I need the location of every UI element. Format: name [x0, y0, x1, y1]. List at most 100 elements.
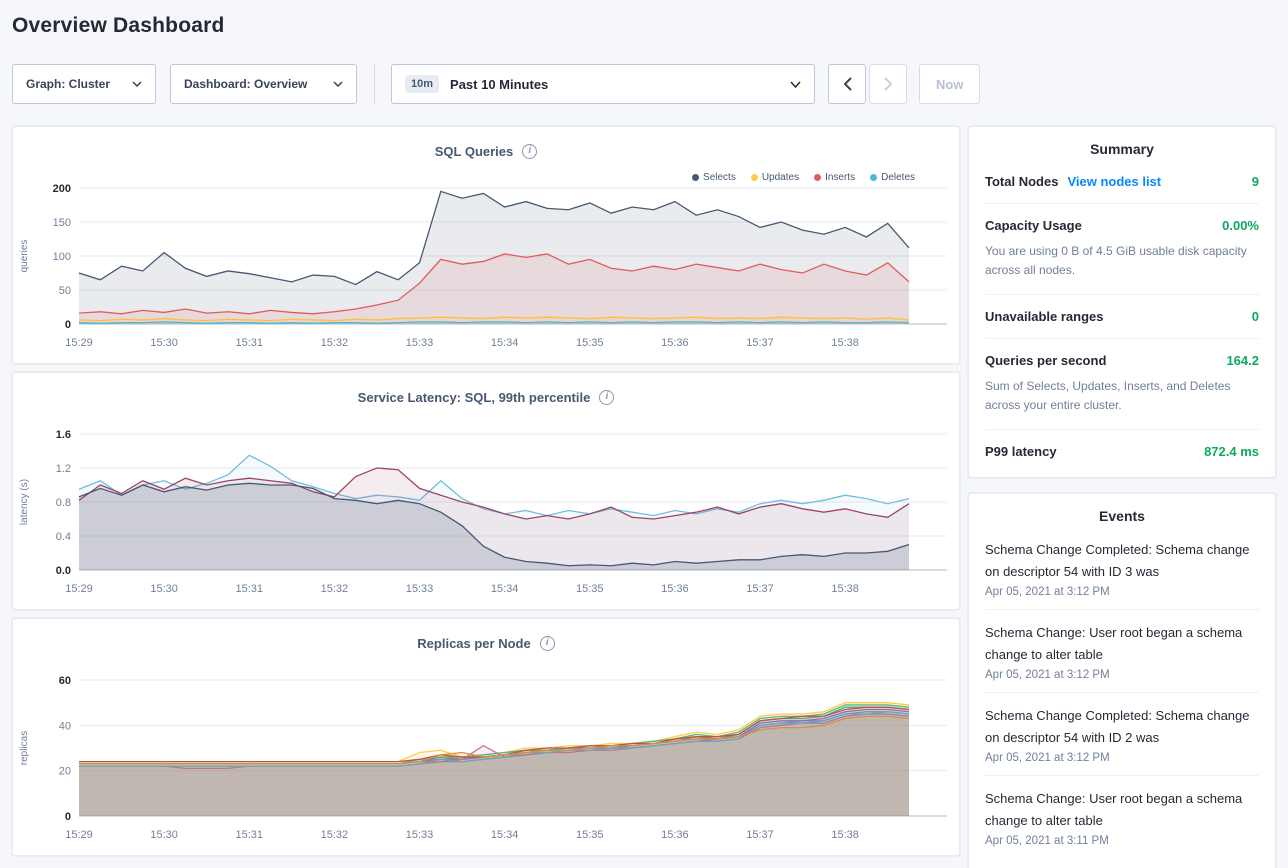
summary-value: 872.4 ms [1204, 444, 1259, 459]
time-prev-button[interactable] [828, 64, 866, 104]
svg-text:15:37: 15:37 [746, 829, 774, 841]
summary-row-queries-per-second: Queries per second 164.2 Sum of Selects,… [985, 339, 1259, 430]
legend-item[interactable]: Deletes [870, 172, 915, 183]
svg-text:15:33: 15:33 [406, 829, 434, 841]
svg-text:latency (s): latency (s) [19, 479, 30, 525]
legend-dot-icon [814, 173, 822, 181]
toolbar-divider [374, 64, 375, 104]
svg-text:100: 100 [53, 251, 71, 263]
replicas-per-node-card: Replicas per Node i 0 20 40 60 15:29 15:30 15:… [12, 618, 960, 856]
event-timestamp: Apr 05, 2021 at 3:12 PM [985, 669, 1110, 681]
summary-label: Capacity Usage [985, 218, 1082, 233]
info-icon[interactable]: i [599, 389, 615, 405]
sql-queries-card: SQL Queries i Selects Updates Inserts Delet… [12, 126, 960, 364]
svg-text:0: 0 [65, 811, 71, 823]
event-item: Schema Change Completed: Schema change o… [985, 527, 1259, 610]
svg-text:15:36: 15:36 [661, 337, 689, 349]
time-range-badge: 10m [405, 75, 440, 93]
legend-dot-icon [750, 173, 758, 181]
svg-text:200: 200 [53, 183, 71, 195]
svg-text:15:35: 15:35 [576, 829, 604, 841]
event-text: Schema Change: User root began a schema … [985, 625, 1243, 662]
chevron-down-icon [790, 80, 801, 88]
legend-item[interactable]: Updates [750, 172, 800, 183]
summary-label: Total Nodes [985, 174, 1059, 189]
time-range-picker[interactable]: 10m Past 10 Minutes [391, 64, 815, 104]
graph-dropdown[interactable]: Graph: Cluster [12, 64, 156, 104]
svg-text:150: 150 [53, 217, 71, 229]
event-item: Schema Change: User root began a schema … [985, 776, 1259, 858]
svg-text:15:31: 15:31 [235, 583, 263, 595]
svg-text:0: 0 [65, 319, 71, 331]
svg-text:15:36: 15:36 [661, 583, 689, 595]
chart-header: SQL Queries i [13, 141, 959, 161]
charts-column: SQL Queries i Selects Updates Inserts Delet… [12, 126, 960, 856]
summary-row-total-nodes: Total Nodes View nodes list 9 [985, 160, 1259, 204]
svg-text:1.6: 1.6 [56, 429, 71, 441]
summary-description: Sum of Selects, Updates, Inserts, and De… [985, 379, 1231, 412]
summary-row-unavailable-ranges: Unavailable ranges 0 [985, 295, 1259, 339]
summary-label: P99 latency [985, 444, 1057, 459]
svg-text:15:32: 15:32 [321, 337, 349, 349]
svg-text:15:30: 15:30 [150, 829, 178, 841]
svg-text:15:29: 15:29 [65, 337, 93, 349]
event-text: Schema Change Completed: Schema change o… [985, 708, 1250, 745]
svg-text:15:34: 15:34 [491, 583, 519, 595]
chart-title: SQL Queries [434, 143, 514, 159]
svg-text:15:29: 15:29 [65, 829, 93, 841]
svg-text:15:32: 15:32 [321, 829, 349, 841]
legend-dot-icon [870, 173, 878, 181]
legend-item[interactable]: Selects [692, 172, 736, 183]
svg-text:0.4: 0.4 [56, 531, 71, 543]
svg-text:15:32: 15:32 [321, 583, 349, 595]
view-nodes-link[interactable]: View nodes list [1067, 174, 1162, 189]
legend-label: Deletes [881, 172, 915, 183]
svg-text:1.2: 1.2 [56, 463, 71, 475]
info-icon[interactable]: i [539, 635, 555, 651]
event-item: Schema Change Completed: Schema change o… [985, 693, 1259, 776]
svg-text:15:37: 15:37 [746, 583, 774, 595]
service-latency-chart: 0.0 0.4 0.8 1.2 1.6 15:29 15:30 15:31 15:32 15:33… [19, 429, 947, 595]
summary-row-p99-latency: P99 latency 872.4 ms [985, 430, 1259, 473]
chart-header: Service Latency: SQL, 99th percentile i [13, 387, 959, 407]
legend-item[interactable]: Inserts [814, 172, 855, 183]
content: SQL Queries i Selects Updates Inserts Delet… [12, 126, 1276, 868]
summary-label: Queries per second [985, 353, 1107, 368]
svg-text:60: 60 [59, 675, 71, 687]
sql-queries-chart: 0 50 100 150 200 15:29 15:30 15:31 15:32 15:33 15:… [19, 183, 947, 349]
chevron-right-icon [883, 77, 892, 91]
svg-text:0.8: 0.8 [56, 497, 71, 509]
toolbar: Graph: Cluster Dashboard: Overview 10m P… [12, 64, 1276, 104]
summary-value: 164.2 [1226, 353, 1259, 368]
svg-text:15:37: 15:37 [746, 337, 774, 349]
summary-description: You are using 0 B of 4.5 GiB usable disk… [985, 244, 1247, 277]
summary-value: 0.00% [1222, 218, 1259, 233]
events-title: Events [1099, 508, 1145, 524]
chart-legend: Selects Updates Inserts Deletes [13, 167, 959, 183]
chevron-down-icon [333, 81, 343, 87]
svg-text:15:38: 15:38 [831, 337, 859, 349]
svg-text:15:30: 15:30 [150, 583, 178, 595]
svg-text:0.0: 0.0 [56, 565, 71, 577]
svg-text:50: 50 [59, 285, 71, 297]
chevron-down-icon [132, 81, 142, 87]
sidebar-column: Summary Total Nodes View nodes list 9 Ca… [968, 126, 1276, 868]
graph-dropdown-label: Graph: Cluster [26, 77, 111, 91]
chart-title: Service Latency: SQL, 99th percentile [357, 389, 591, 405]
svg-text:replicas: replicas [19, 731, 30, 765]
legend-label: Inserts [825, 172, 856, 183]
event-text: Schema Change: User root began a schema … [985, 791, 1243, 828]
event-text: Schema Change Completed: Schema change o… [985, 542, 1250, 579]
now-button[interactable]: Now [919, 64, 981, 104]
time-next-button[interactable] [869, 64, 907, 104]
legend-label: Updates [761, 172, 800, 183]
dashboard-dropdown[interactable]: Dashboard: Overview [170, 64, 357, 104]
service-latency-card: Service Latency: SQL, 99th percentile i … [12, 372, 960, 610]
svg-text:15:33: 15:33 [406, 583, 434, 595]
legend-label: Selects [703, 172, 736, 183]
svg-text:15:31: 15:31 [235, 829, 263, 841]
info-icon[interactable]: i [522, 143, 538, 159]
events-card: Events Schema Change Completed: Schema c… [968, 493, 1276, 868]
summary-card: Summary Total Nodes View nodes list 9 Ca… [968, 126, 1276, 478]
